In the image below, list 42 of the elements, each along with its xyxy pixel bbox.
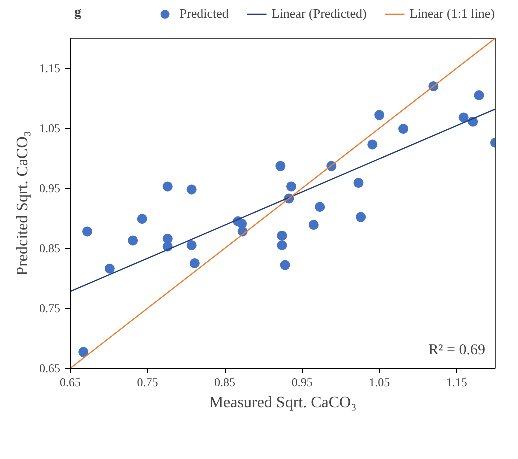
y-tick-label: 1.05 bbox=[40, 122, 60, 136]
point bbox=[354, 178, 364, 188]
x-tick-label: 1.05 bbox=[369, 376, 390, 390]
point bbox=[128, 236, 138, 246]
x-tick-label: 1.15 bbox=[446, 376, 468, 390]
y-axis-title: Predcited Sqrt. CaCO₃ bbox=[14, 131, 32, 276]
point bbox=[104, 264, 115, 274]
point bbox=[82, 226, 92, 237]
point bbox=[474, 90, 484, 100]
y-tick-label: 0.85 bbox=[40, 242, 60, 256]
x-tick-label: 0.75 bbox=[137, 376, 158, 390]
legend-label: Predicted bbox=[180, 6, 229, 22]
point bbox=[276, 161, 286, 172]
point bbox=[398, 124, 409, 134]
point bbox=[277, 240, 288, 250]
point bbox=[458, 112, 469, 123]
x-axis-title: Measured Sqrt. CaCO₃ bbox=[209, 394, 357, 412]
x-tick-label: 0.65 bbox=[60, 376, 81, 390]
point bbox=[137, 214, 148, 224]
point bbox=[277, 230, 288, 241]
point bbox=[374, 110, 385, 120]
y-tick-label: 0.95 bbox=[40, 182, 60, 196]
y-tick-label: 0.65 bbox=[40, 362, 60, 376]
x-tick-label: 0.95 bbox=[292, 376, 313, 390]
point bbox=[368, 140, 378, 150]
y-tick-label: 1.15 bbox=[40, 62, 60, 76]
y-tick-label: 0.75 bbox=[40, 302, 60, 316]
point bbox=[190, 258, 200, 268]
point bbox=[186, 240, 197, 250]
legend-label: Linear (1:1 line) bbox=[410, 6, 495, 22]
annotation: R² = 0.69 bbox=[428, 342, 486, 358]
chart-title: g bbox=[74, 6, 82, 20]
point bbox=[78, 347, 89, 358]
point bbox=[162, 182, 173, 192]
point bbox=[286, 182, 296, 192]
point bbox=[308, 220, 319, 230]
point bbox=[356, 212, 366, 222]
point bbox=[280, 260, 290, 270]
point bbox=[186, 184, 197, 195]
legend-label: Linear (Predicted) bbox=[272, 6, 367, 22]
x-tick-label: 0.85 bbox=[214, 376, 236, 390]
point bbox=[315, 202, 326, 212]
